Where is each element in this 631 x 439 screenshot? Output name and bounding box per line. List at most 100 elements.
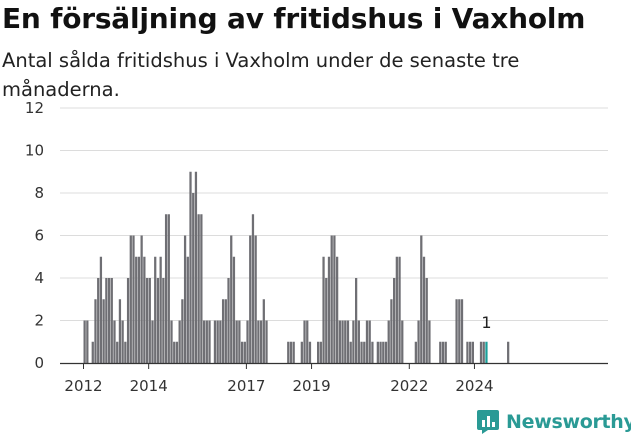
bar: [306, 320, 309, 363]
bar: [192, 193, 195, 363]
bar: [99, 256, 103, 363]
x-tick-label: 2017: [227, 377, 265, 395]
bar: [116, 341, 119, 363]
bar: [344, 320, 347, 363]
x-tick-label: 2022: [390, 377, 428, 395]
bar: [382, 341, 385, 363]
bar: [422, 256, 426, 363]
bar: [94, 299, 97, 363]
y-tick-label: 6: [34, 227, 44, 245]
bar: [365, 320, 369, 363]
bar: [107, 278, 111, 363]
bar: [330, 235, 333, 363]
bar: [145, 278, 149, 363]
bar: [197, 214, 200, 363]
bar: [439, 341, 442, 363]
bar: [303, 320, 306, 363]
bar: [235, 320, 238, 363]
bar: [216, 320, 219, 363]
bar: [257, 320, 260, 363]
bar: [414, 341, 417, 363]
bar: [200, 214, 203, 363]
bar: [417, 320, 420, 363]
bar: [265, 320, 268, 363]
bar: [213, 320, 217, 363]
y-tick-label: 0: [34, 354, 44, 372]
bar: [346, 320, 350, 363]
chart-title: En försäljning av fritidshus i Vaxholm: [2, 2, 586, 35]
bar: [113, 320, 116, 363]
bar: [300, 341, 303, 363]
bar: [159, 256, 162, 363]
bar: [308, 341, 312, 363]
x-tick-label: 2024: [455, 377, 493, 395]
bar: [262, 299, 265, 363]
bar: [97, 278, 100, 363]
bar: [238, 320, 241, 363]
y-tick-label: 10: [25, 142, 44, 160]
bar: [420, 235, 423, 363]
bar: [224, 299, 227, 363]
bar: [471, 341, 475, 363]
bar: [455, 299, 458, 363]
bar: [336, 256, 339, 363]
bar: [292, 341, 295, 363]
bar: [393, 278, 396, 363]
bar: [376, 341, 379, 363]
y-tick-label: 4: [34, 269, 44, 287]
bar: [482, 341, 485, 363]
bar: [441, 341, 445, 363]
bar: [181, 299, 184, 363]
bar: [135, 256, 138, 363]
bar: [105, 278, 108, 363]
axes: [60, 362, 608, 369]
bars: [83, 171, 510, 363]
bar: [485, 341, 488, 363]
bar: [360, 341, 363, 363]
bar: [333, 235, 336, 363]
bar: [205, 320, 208, 363]
bar: [384, 341, 388, 363]
bar: [425, 278, 428, 363]
bar: [460, 299, 464, 363]
bar: [227, 278, 230, 363]
bar: [371, 341, 374, 363]
bar: [175, 341, 179, 363]
bar: [458, 299, 461, 363]
bar: [363, 341, 366, 363]
brand-name: Newsworthy: [506, 411, 631, 433]
bar: [325, 278, 328, 363]
newsworthy-logo[interactable]: Newsworthy: [476, 408, 631, 436]
bar: [86, 320, 89, 363]
bar: [132, 235, 135, 363]
bar: [154, 256, 157, 363]
bar: [387, 320, 390, 363]
bar: [162, 278, 165, 363]
bar: [479, 341, 483, 363]
bar: [341, 320, 344, 363]
bar: [338, 320, 341, 363]
bar: [208, 320, 211, 363]
bar: [118, 299, 122, 363]
bar: [102, 299, 105, 363]
bar: [221, 299, 225, 363]
bar: [151, 320, 154, 363]
bar: [189, 171, 192, 363]
labels: 0 2 4 6 8 10 12 2012 2014 2017 2019 2022 2024 1: [25, 99, 494, 395]
bar: [379, 341, 382, 363]
bar: [349, 341, 352, 363]
bar: [164, 214, 168, 363]
bar: [249, 235, 252, 363]
bar: [466, 341, 469, 363]
bar: [230, 235, 233, 363]
bar: [137, 256, 141, 363]
bar: [319, 341, 322, 363]
bar: [219, 320, 222, 363]
bar: [91, 341, 94, 363]
bar: [395, 256, 398, 363]
x-tick-label: 2014: [130, 377, 168, 395]
bar: [170, 320, 173, 363]
bar: [173, 341, 176, 363]
y-tick-label: 12: [25, 99, 44, 117]
